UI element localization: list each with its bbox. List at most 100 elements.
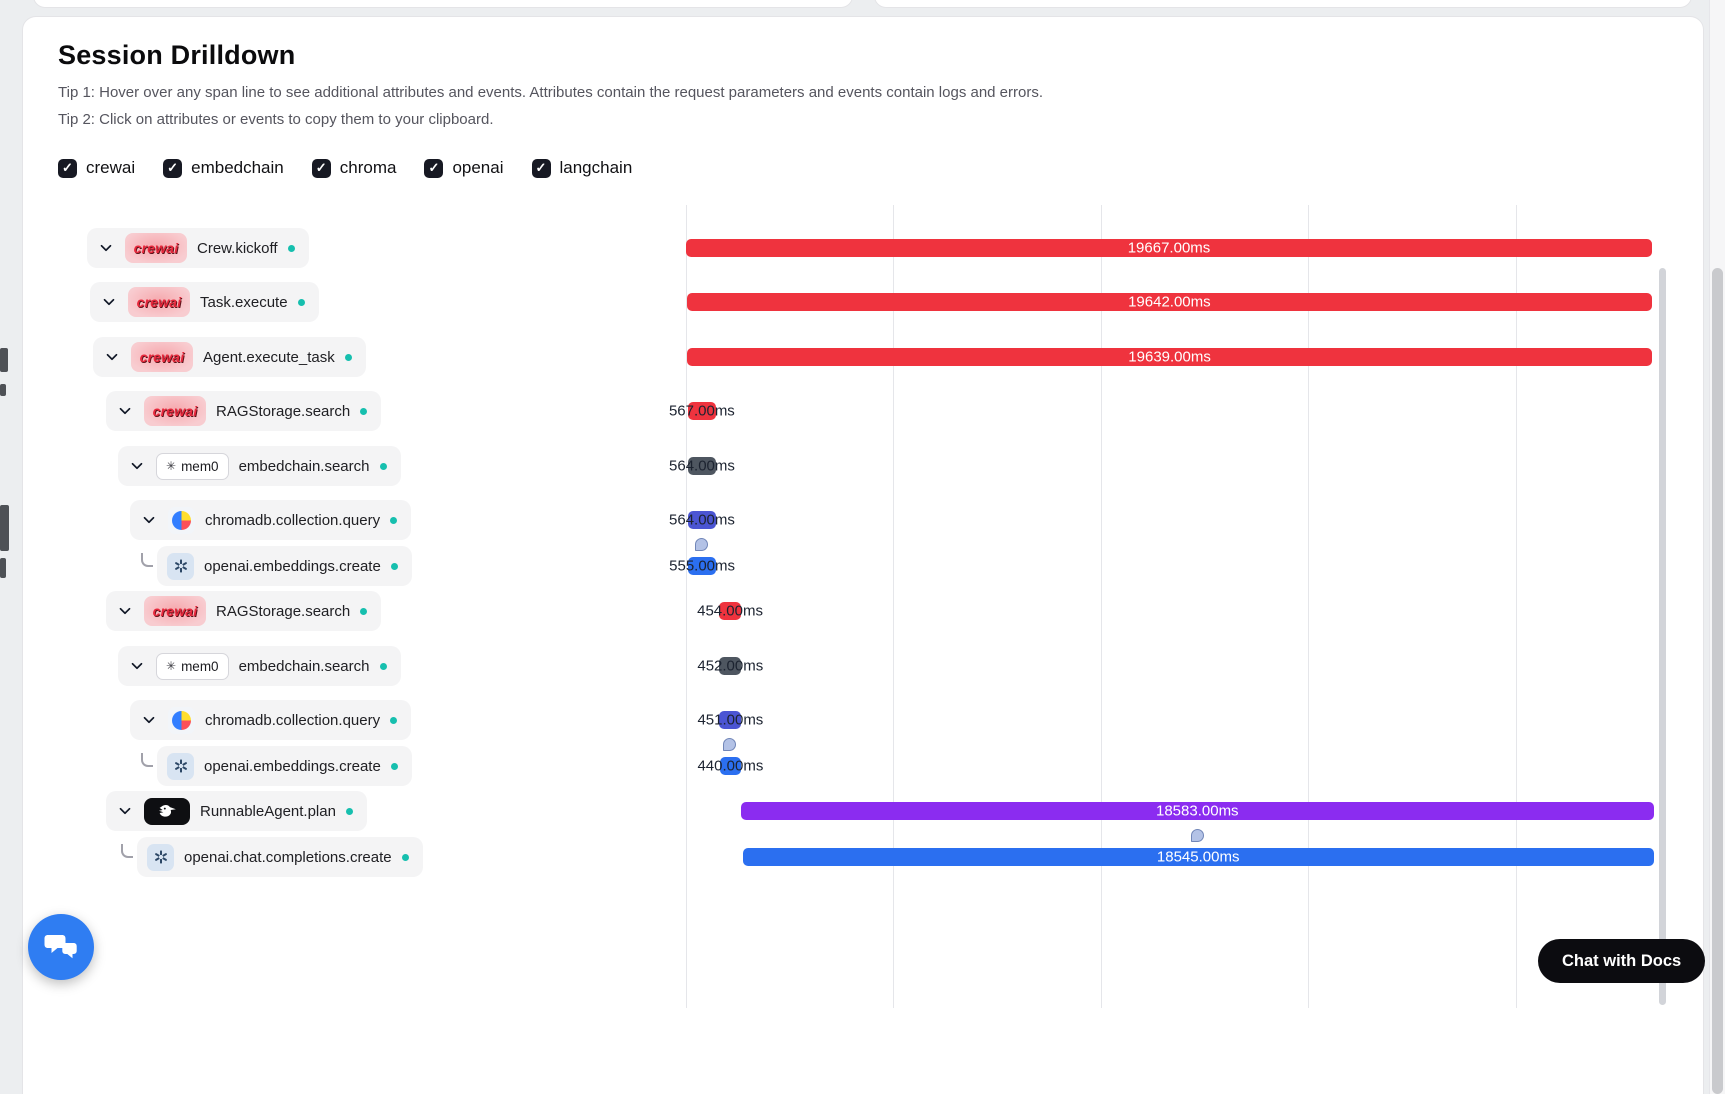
span-duration-label: 454.00ms: [697, 602, 763, 620]
filter-checkbox-langchain[interactable]: [531, 158, 551, 178]
span-row[interactable]: crewai RAGStorage.search: [106, 391, 382, 431]
filter-crewai[interactable]: crewai: [58, 158, 135, 178]
mem0-logo-badge: ✳ mem0: [156, 452, 229, 480]
page-title: Session Drilldown: [58, 40, 296, 70]
span-row[interactable]: crewai Crew.kickoff: [87, 228, 309, 268]
timeline-gridline: [1101, 205, 1102, 1008]
span-duration-bar[interactable]: [742, 848, 1654, 866]
filter-openai[interactable]: openai: [424, 158, 504, 178]
openai-icon: [167, 552, 194, 580]
filter-checkbox-chroma[interactable]: [311, 158, 331, 178]
crewai-logo-badge: crewai: [131, 342, 193, 372]
event-bubble-icon[interactable]: [1191, 829, 1205, 842]
filter-chroma[interactable]: chroma: [311, 158, 397, 178]
chevron-down-icon[interactable]: [116, 602, 134, 620]
span-duration-bar[interactable]: [688, 557, 716, 575]
span-duration-bar[interactable]: [686, 293, 1652, 311]
span-row[interactable]: openai.chat.completions.create: [137, 837, 423, 877]
filter-label-openai: openai: [452, 158, 504, 177]
span-duration-bar[interactable]: [687, 402, 716, 420]
crewai-logo-text: crewai: [133, 240, 179, 256]
timeline-gridline: [1516, 205, 1517, 1008]
span-name: Agent.execute_task: [203, 348, 335, 366]
openai-icon: [167, 752, 194, 780]
span-row[interactable]: crewai Task.execute: [90, 282, 319, 322]
filter-label-embedchain: embedchain: [191, 158, 284, 177]
span-row[interactable]: ✳ mem0 embedchain.search: [118, 446, 401, 486]
chevron-down-icon[interactable]: [97, 239, 115, 257]
chevron-down-icon[interactable]: [140, 511, 158, 529]
status-dot: [401, 853, 409, 861]
status-dot: [390, 562, 398, 570]
filter-langchain[interactable]: langchain: [531, 158, 633, 178]
event-bubble-icon[interactable]: [723, 738, 737, 751]
tip-2-text: Tip 2: Click on attributes or events to …: [58, 111, 494, 128]
filter-checkbox-embedchain[interactable]: [163, 158, 183, 178]
tip-1-text: Tip 1: Hover over any span line to see a…: [58, 84, 1044, 101]
status-dot: [379, 662, 387, 670]
span-name: Crew.kickoff: [197, 239, 278, 257]
chevron-down-icon[interactable]: [140, 711, 158, 729]
span-duration-bar[interactable]: [688, 511, 716, 529]
elbow-connector-icon: [141, 553, 153, 567]
chevron-down-icon[interactable]: [116, 802, 134, 820]
chat-with-docs-button[interactable]: Chat with Docs: [1538, 939, 1706, 983]
filter-checkbox-crewai[interactable]: [58, 158, 77, 178]
span-name: openai.embeddings.create: [204, 557, 381, 575]
span-duration-label: 19642.00ms: [1128, 293, 1211, 311]
span-duration-label: 564.00ms: [669, 511, 735, 529]
span-duration-bar[interactable]: [686, 239, 1652, 257]
chevron-down-icon[interactable]: [103, 348, 121, 366]
span-name: openai.embeddings.create: [204, 757, 381, 775]
span-duration-bar[interactable]: [719, 757, 742, 775]
chroma-logo-circle: [172, 710, 191, 730]
mem0-icon: ✳: [166, 659, 177, 673]
mem0-logo-text: mem0: [181, 458, 219, 474]
filter-label-langchain: langchain: [559, 158, 633, 177]
chevron-down-icon[interactable]: [128, 657, 146, 675]
page-scrollbar[interactable]: [1709, 0, 1725, 1094]
status-dot: [390, 716, 398, 724]
filter-label-chroma: chroma: [339, 158, 397, 177]
span-duration-bar[interactable]: [719, 657, 742, 675]
event-bubble-icon[interactable]: [695, 538, 709, 551]
page-edge-fragment: [0, 558, 6, 578]
span-name: embedchain.search: [238, 457, 370, 475]
chroma-icon: [168, 506, 195, 534]
chevron-down-icon[interactable]: [128, 457, 146, 475]
crewai-logo-badge: crewai: [144, 396, 206, 426]
status-dot: [360, 607, 368, 615]
elbow-connector-icon: [141, 753, 153, 767]
span-duration-bar[interactable]: [687, 348, 1652, 366]
filter-checkbox-openai[interactable]: [424, 158, 444, 178]
timeline-gridline: [1308, 205, 1309, 1008]
chart-scrollbar[interactable]: [1659, 268, 1666, 1005]
mem0-logo-text: mem0: [181, 658, 219, 674]
span-duration-bar[interactable]: [688, 457, 716, 475]
span-duration-bar[interactable]: [740, 802, 1654, 820]
span-row[interactable]: crewai RAGStorage.search: [106, 591, 382, 631]
span-row[interactable]: ✳ mem0 embedchain.search: [118, 646, 401, 686]
chevron-down-icon[interactable]: [116, 402, 134, 420]
span-duration-label: 555.00ms: [669, 557, 736, 575]
filter-embedchain[interactable]: embedchain: [163, 158, 284, 178]
span-name: RAGStorage.search: [216, 602, 351, 620]
chevron-down-icon[interactable]: [100, 293, 118, 311]
crewai-logo-badge: crewai: [125, 233, 187, 263]
span-duration-bar[interactable]: [719, 711, 742, 729]
span-row[interactable]: openai.embeddings.create: [157, 546, 412, 586]
span-row[interactable]: chromadb.collection.query: [130, 500, 412, 540]
span-name: embedchain.search: [238, 657, 370, 675]
chat-widget-button[interactable]: [28, 914, 94, 980]
page-scrollbar-thumb[interactable]: [1712, 268, 1723, 1094]
status-dot: [345, 807, 353, 815]
crewai-logo-badge: crewai: [128, 287, 190, 317]
span-row[interactable]: crewai Agent.execute_task: [93, 337, 366, 377]
span-duration-bar[interactable]: [718, 602, 742, 620]
span-row[interactable]: RunnableAgent.plan: [106, 791, 367, 831]
chroma-logo-circle: [172, 510, 191, 530]
span-row[interactable]: openai.embeddings.create: [157, 746, 412, 786]
span-duration-label: 18545.00ms: [1156, 848, 1240, 866]
span-row[interactable]: chromadb.collection.query: [130, 700, 412, 740]
